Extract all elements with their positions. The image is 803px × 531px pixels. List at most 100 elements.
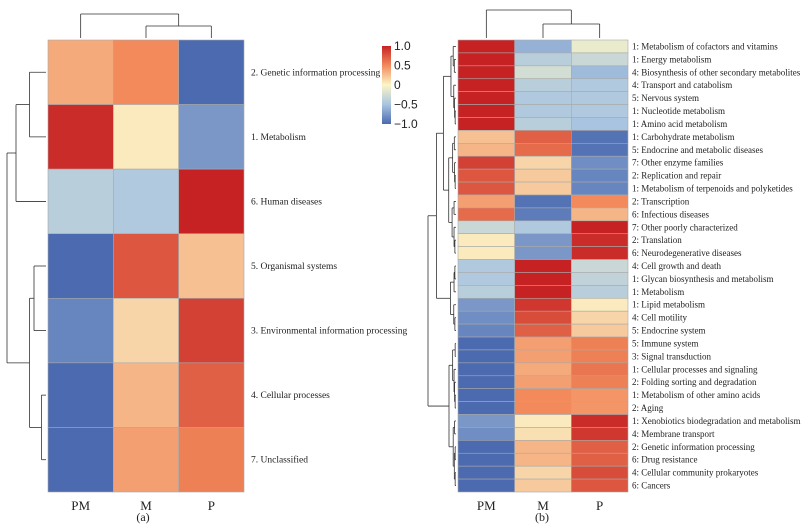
heatmap-cells-b [457,39,629,493]
heatmap-cell [457,52,515,67]
heatmap-cell [514,104,572,118]
heatmap-cell [457,117,515,131]
row-label: 4: Biosynthesis of other secondary metab… [632,67,801,77]
row-label: 4: Membrane transport [632,429,715,439]
legend-tick-label: −1.0 [394,117,418,131]
heatmap-cell [571,478,629,493]
heatmap-cell [457,181,515,196]
row-label: 1: Energy metabolism [632,54,711,64]
heatmap-cell [571,310,629,325]
row-label: 1: Carbohydrate metabolism [632,132,734,142]
row-label: 6: Infectious diseases [632,209,709,219]
heatmap-cell [514,117,572,131]
heatmap-cell [571,297,629,312]
heatmap-cell [514,401,572,415]
row-label: 2: Genetic information processing [632,442,755,452]
heatmap-cell [514,349,572,364]
heatmap-cell [514,272,572,286]
row-label: 2: Folding sorting and degradation [632,377,757,387]
heatmap-cell [178,427,245,493]
heatmap-cell [47,427,114,493]
heatmap-cell [514,194,572,209]
heatmap-cell [178,297,245,364]
heatmap-cell [457,207,515,222]
row-label: 6. Human diseases [251,197,322,207]
row-label: 5: Nervous system [632,93,699,103]
heatmap-cell [457,465,515,480]
column-labels-a: PM M P [71,498,215,513]
row-label: 1: Lipid metabolism [632,300,705,310]
heatmap-cell [514,91,572,105]
row-label: 2: Aging [632,403,664,413]
heatmap-cell [514,207,572,222]
row-label: 3: Signal transduction [632,351,711,361]
heatmap-cell [571,349,629,364]
row-label: 7: Other poorly characterized [632,222,738,232]
row-dendrogram-a [6,71,46,461]
heatmap-cell [514,440,572,454]
row-label: 1: Amino acid metabolism [632,119,727,129]
heatmap-cell [514,168,572,183]
heatmap-cell [571,130,629,144]
heatmap-cell [514,220,572,235]
heatmap-cell [113,39,179,105]
row-label: 4: Cellular community prokaryotes [632,468,759,478]
heatmap-cell [571,272,629,286]
row-label: 4. Cellular processes [251,391,330,401]
heatmap-cell [457,388,515,402]
row-label: 6: Neurodegenerative diseases [632,248,742,258]
heatmap-cell [571,91,629,105]
heatmap-cell [457,143,515,157]
heatmap-cell [514,65,572,80]
heatmap-cell [514,52,572,67]
column-label: PM [477,498,496,513]
heatmap-cell [178,233,245,299]
heatmap-cell [457,440,515,454]
row-label: 6: Cancers [632,481,671,491]
column-dendrogram-a [80,13,212,38]
heatmap-cell [457,414,515,428]
legend-tick-label: 0.5 [394,59,411,73]
color-scale-legend: 1.0 0.5 0 −0.5 −1.0 [382,39,418,131]
heatmap-cell [113,104,179,170]
heatmap-cell [571,388,629,402]
heatmap-cell [457,259,515,273]
heatmap-cell [514,233,572,247]
heatmap-cell [514,375,572,389]
row-label: 7: Other enzyme families [632,158,724,168]
heatmap-cell [457,478,515,493]
heatmap-cell [457,427,515,441]
heatmap-cell [113,297,179,364]
heatmap-cell [178,168,245,235]
heatmap-cell [514,336,572,351]
row-label: 1: Metabolism of other amino acids [632,390,761,400]
heatmap-cell [571,427,629,441]
heatmap-cell [457,104,515,118]
row-label: 5: Endocrine and metabolic diseases [632,145,763,155]
row-label: 6: Drug resistance [632,455,697,465]
heatmap-cell [514,414,572,428]
heatmap-cell [514,246,572,260]
row-label: 4: Transport and catabolism [632,80,732,90]
heatmap-cell [571,401,629,415]
row-label: 1: Metabolism [632,287,684,297]
heatmap-cell [457,362,515,377]
heatmap-cell [457,65,515,80]
row-label: 1: Xenobiotics biodegradation and metabo… [632,416,800,426]
column-label: P [596,498,603,513]
column-label: P [208,498,215,513]
heatmap-cell [457,233,515,247]
heatmap-cell [457,130,515,144]
row-label: 2: Replication and repair [632,171,721,181]
heatmap-cell [571,194,629,209]
heatmap-cell [113,233,179,299]
legend-tick-label: −0.5 [394,98,418,112]
heatmap-cell [457,349,515,364]
row-label: 1. Metabolism [251,133,306,143]
heatmap-cell [457,310,515,325]
heatmap-cell [571,233,629,247]
row-label: 1: Metabolism of terpenoids and polyketi… [632,184,793,194]
heatmap-cell [514,285,572,299]
heatmap-cell [457,91,515,105]
